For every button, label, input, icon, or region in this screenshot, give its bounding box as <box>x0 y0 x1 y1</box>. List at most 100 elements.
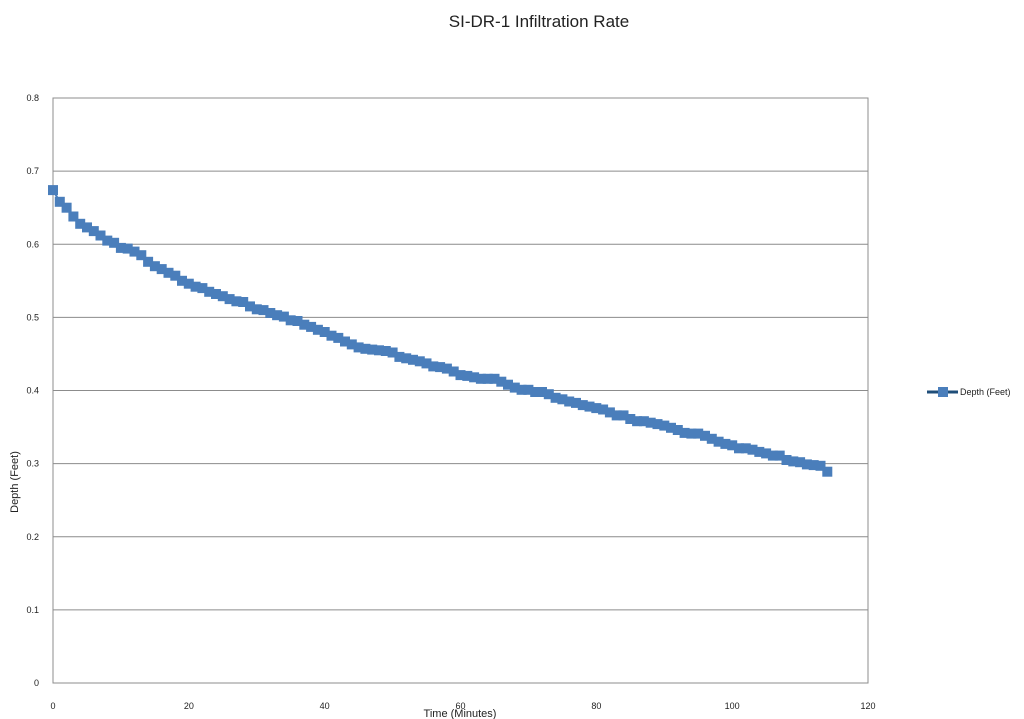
y-tick-label: 0.2 <box>26 532 39 542</box>
data-point <box>632 416 643 427</box>
data-point <box>319 327 330 337</box>
data-point <box>170 270 181 281</box>
data-point <box>672 425 683 435</box>
y-tick-label: 0.6 <box>26 239 39 249</box>
plot-area <box>52 97 869 684</box>
data-point <box>693 428 704 439</box>
data-point <box>68 211 79 222</box>
data-point <box>700 430 710 441</box>
data-point <box>177 275 187 286</box>
data-point <box>496 376 507 387</box>
x-tick-label: 100 <box>725 701 740 711</box>
data-point <box>822 466 833 477</box>
data-point <box>706 433 717 444</box>
data-point <box>713 436 724 447</box>
data-point <box>149 261 160 272</box>
data-point <box>292 316 303 326</box>
x-axis-title: Time (Minutes) <box>424 708 497 719</box>
data-point <box>795 457 806 468</box>
data-point <box>122 243 133 254</box>
y-tick-label: 0.7 <box>26 166 39 176</box>
data-point <box>537 387 547 397</box>
data-point <box>340 336 350 347</box>
data-point <box>584 401 595 412</box>
data-point <box>815 460 826 471</box>
data-point <box>441 363 452 374</box>
data-point <box>734 443 744 454</box>
data-point <box>380 346 391 356</box>
data-point <box>591 403 602 414</box>
data-point <box>618 410 629 421</box>
data-point <box>272 310 283 321</box>
data-point <box>761 448 772 459</box>
data-point <box>115 242 126 253</box>
data-point <box>183 278 194 289</box>
data-point <box>475 373 486 384</box>
data-point <box>727 440 738 451</box>
data-point <box>102 235 113 246</box>
data-point <box>788 456 799 467</box>
data-point <box>666 422 676 433</box>
data-point <box>75 218 86 229</box>
y-tick-label: 0.3 <box>26 459 39 469</box>
data-point <box>231 296 242 307</box>
data-point <box>448 366 459 377</box>
data-point <box>747 444 758 455</box>
data-point <box>360 343 371 354</box>
x-tick-label: 0 <box>50 701 55 711</box>
y-tick-label: 0.8 <box>26 93 39 103</box>
gridlines <box>53 170 868 611</box>
data-point <box>509 382 520 393</box>
data-point <box>367 344 378 355</box>
chart-title: SI-DR-1 Infiltration Rate <box>449 12 629 31</box>
data-point <box>326 330 337 341</box>
data-point <box>550 392 561 403</box>
data-point <box>679 427 690 438</box>
data-point <box>109 237 120 248</box>
y-tick-label: 0 <box>34 678 39 688</box>
data-point <box>238 297 249 307</box>
data-point <box>781 455 792 465</box>
data-point <box>455 370 466 381</box>
y-tick-label: 0.5 <box>26 312 39 322</box>
data-point <box>48 185 58 196</box>
data-point <box>489 373 500 384</box>
legend: Depth (Feet) <box>927 387 1011 397</box>
data-point <box>217 291 228 302</box>
data-point <box>258 305 269 316</box>
data-point <box>611 410 622 421</box>
data-point <box>414 356 425 367</box>
data-point <box>740 443 751 454</box>
data-point <box>346 339 357 350</box>
data-point <box>571 397 581 408</box>
x-tick-label: 40 <box>320 701 330 711</box>
data-point <box>211 289 221 299</box>
x-tick-label: 20 <box>184 701 194 711</box>
data-point <box>129 246 140 257</box>
data-point <box>482 373 493 384</box>
legend-marker <box>938 387 948 397</box>
data-point <box>435 362 446 373</box>
data-point <box>163 267 174 278</box>
data-point <box>204 286 215 297</box>
data-point <box>604 407 615 418</box>
data-point <box>387 347 398 358</box>
data-point <box>353 342 364 353</box>
data-point <box>462 370 473 381</box>
data-point <box>143 256 154 267</box>
data-point <box>516 384 527 395</box>
data-point <box>625 414 636 424</box>
data-point <box>299 319 310 330</box>
data-point <box>530 387 541 397</box>
data-point <box>251 304 262 315</box>
data-point <box>408 354 418 365</box>
y-tick-label: 0.4 <box>26 386 39 396</box>
data-point <box>401 353 412 364</box>
data-point <box>645 417 656 428</box>
data-point <box>801 459 812 470</box>
data-point <box>652 419 663 430</box>
data-point <box>224 294 235 305</box>
data-point <box>720 438 731 449</box>
data-point <box>95 230 106 241</box>
